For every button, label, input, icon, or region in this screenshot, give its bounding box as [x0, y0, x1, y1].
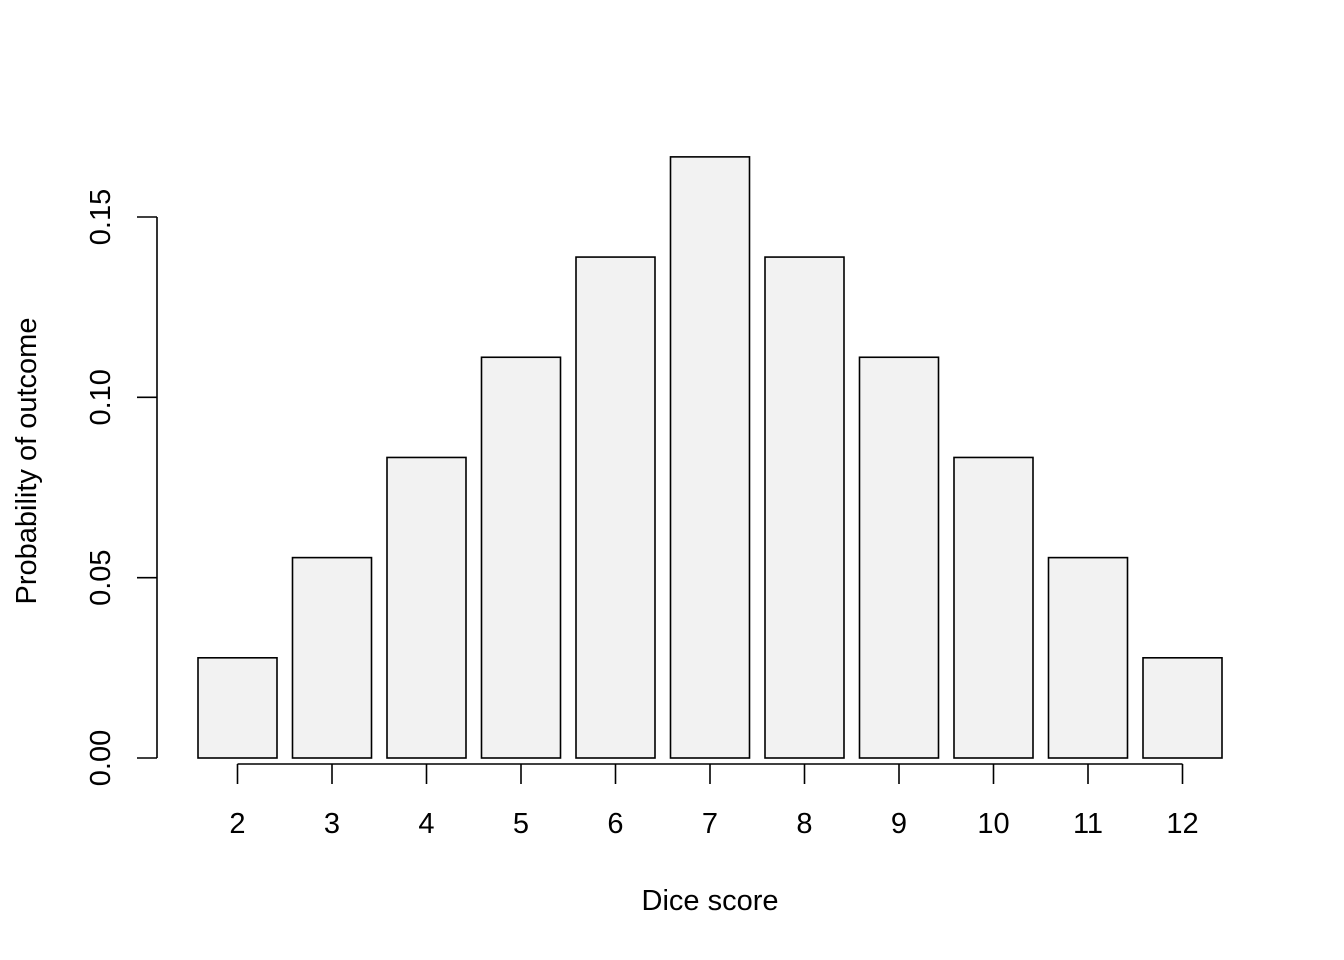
x-tick-label-8: 8 [796, 808, 812, 840]
y-tick-label-0.05: 0.05 [85, 549, 117, 605]
x-tick-label-11: 11 [1073, 808, 1103, 840]
y-axis-label: Probability of outcome [11, 318, 43, 605]
x-tick-label-6: 6 [607, 808, 623, 840]
bar-11 [1047, 556, 1129, 759]
x-tick-label-4: 4 [418, 808, 434, 840]
y-tick-label-0.10: 0.10 [85, 369, 117, 425]
bar-2 [197, 657, 278, 759]
bar-5 [480, 356, 562, 759]
bar-3 [291, 556, 373, 759]
bar-8 [764, 256, 845, 759]
bars-group [197, 156, 1223, 759]
x-axis-label: Dice score [642, 885, 779, 917]
bar-12 [1142, 657, 1223, 759]
x-tick-label-3: 3 [324, 808, 340, 840]
y-tick-label-0.00: 0.00 [85, 730, 117, 786]
x-tick-label-2: 2 [229, 808, 245, 840]
bar-6 [575, 256, 656, 759]
x-tick-label-12: 12 [1166, 808, 1198, 840]
x-tick-label-9: 9 [891, 808, 907, 840]
y-ticks-group: 0.00 0.05 0.10 0.15 [85, 189, 157, 786]
bar-4 [386, 456, 467, 759]
bar-9 [858, 356, 940, 759]
bar-7 [669, 156, 751, 759]
y-tick-label-0.15: 0.15 [85, 189, 117, 245]
x-tick-label-10: 10 [977, 808, 1009, 840]
x-ticks-group: 2 3 4 5 6 7 8 9 10 11 12 [229, 764, 1199, 840]
bar-10 [953, 456, 1034, 759]
x-tick-label-7: 7 [702, 808, 718, 840]
x-tick-label-5: 5 [513, 808, 529, 840]
